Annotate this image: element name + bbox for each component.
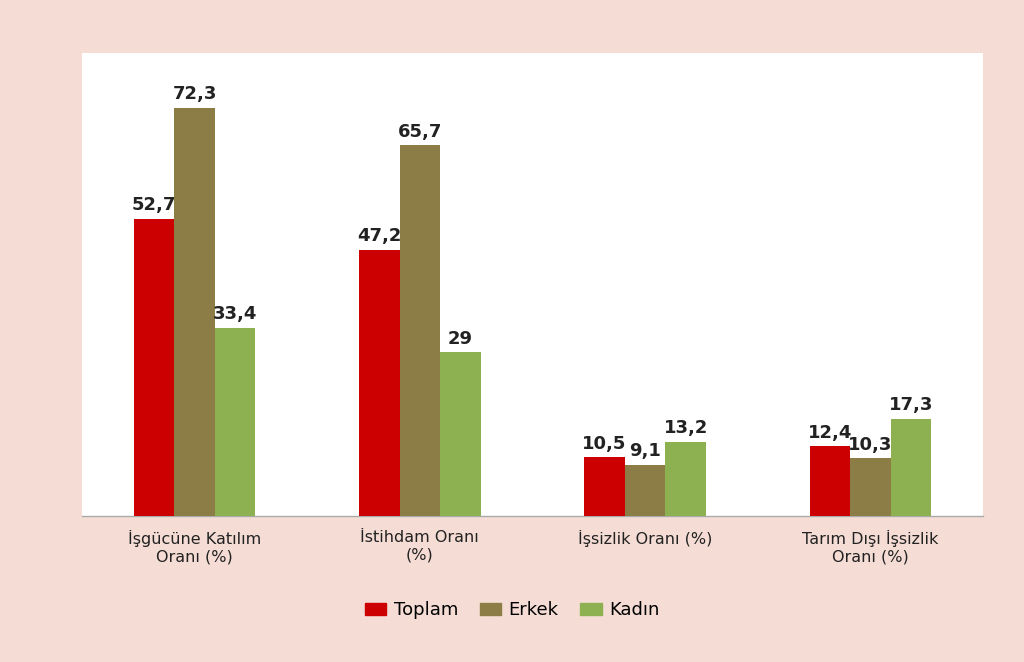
Text: 10,5: 10,5 (583, 434, 627, 453)
Bar (891, 418, 931, 516)
Text: 65,7: 65,7 (397, 122, 442, 140)
Text: 47,2: 47,2 (357, 227, 401, 245)
Bar (585, 457, 625, 516)
Bar (850, 458, 891, 516)
Text: 52,7: 52,7 (132, 196, 176, 214)
Text: 13,2: 13,2 (664, 419, 708, 437)
Bar (625, 465, 666, 516)
Text: 29: 29 (447, 330, 473, 348)
Bar (399, 145, 440, 516)
Text: 33,4: 33,4 (213, 305, 257, 323)
Bar (666, 442, 706, 516)
Bar (134, 218, 174, 516)
Bar (440, 352, 480, 516)
Legend: Toplam, Erkek, Kadın: Toplam, Erkek, Kadın (357, 594, 667, 626)
Bar (215, 328, 255, 516)
Text: 12,4: 12,4 (808, 424, 852, 442)
Bar (810, 446, 850, 516)
Bar (174, 108, 215, 516)
Text: 72,3: 72,3 (172, 85, 217, 103)
Text: 17,3: 17,3 (889, 396, 933, 414)
Text: 10,3: 10,3 (848, 436, 893, 453)
Text: 9,1: 9,1 (629, 442, 662, 460)
Bar (359, 250, 399, 516)
